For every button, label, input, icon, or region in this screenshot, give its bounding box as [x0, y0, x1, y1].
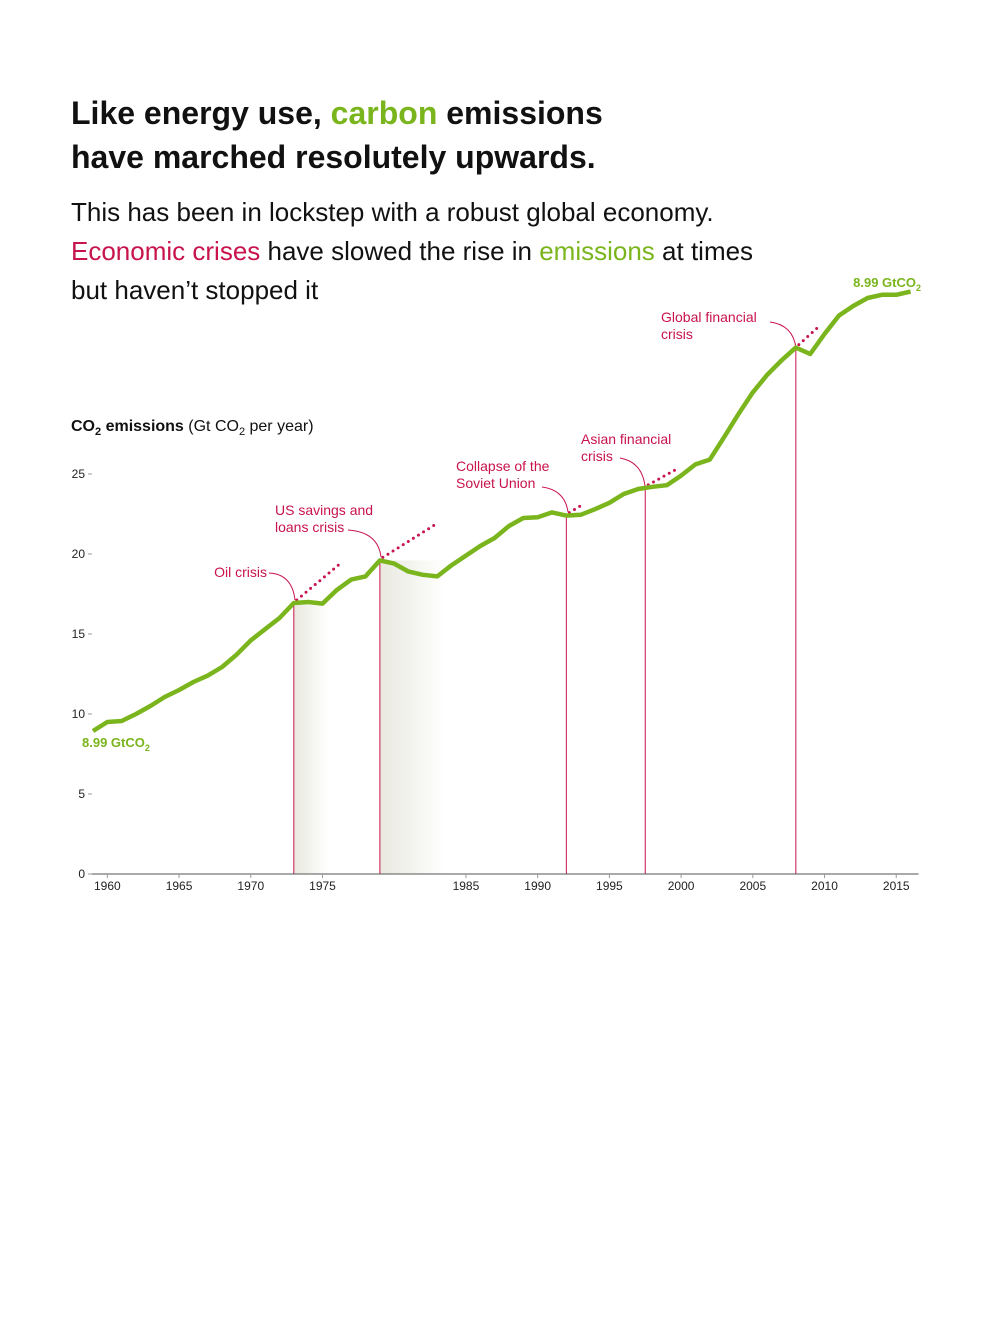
crisis-label: Collapse of the — [456, 458, 550, 474]
crisis-label: US savings and — [275, 502, 373, 518]
x-tick-label: 1960 — [94, 879, 121, 893]
y-tick-label: 0 — [78, 867, 85, 881]
y-tick-label: 5 — [78, 787, 85, 801]
x-tick-label: 2015 — [883, 879, 910, 893]
label-part: emissions — [101, 418, 184, 435]
x-tick-label: 1990 — [524, 879, 551, 893]
value-label: 8.99 GtCO2 — [82, 735, 150, 753]
crisis-shade — [293, 602, 329, 874]
subtitle-part: Economic crises — [71, 236, 260, 266]
x-tick-label: 2000 — [668, 879, 695, 893]
subtitle-part: at times — [655, 236, 753, 266]
x-tick-label: 1995 — [596, 879, 623, 893]
subtitle-line: but haven’t stopped it — [71, 275, 319, 305]
label-part: 2 — [95, 426, 101, 438]
title-part: Like energy use, — [71, 95, 331, 131]
y-tick-label: 20 — [72, 547, 86, 561]
subtitle-part: This has been in lockstep with a robust … — [71, 197, 714, 227]
label-part: 2 — [916, 283, 921, 293]
crisis-trend — [567, 502, 586, 515]
crisis-trend — [295, 562, 342, 602]
title-line: have marched resolutely upwards. — [71, 139, 596, 175]
crisis-label: crisis — [581, 448, 613, 464]
title-part: carbon — [331, 95, 438, 131]
crisis-connector — [541, 486, 569, 513]
y-tick-label: 10 — [72, 707, 86, 721]
x-tick-label: 1975 — [309, 879, 336, 893]
title-line: Like energy use, carbon emissions — [71, 95, 603, 131]
crisis-label: Asian financial — [581, 431, 671, 447]
subtitle-part: have slowed the rise in — [260, 236, 539, 266]
y-axis-label: CO2 emissions (Gt CO2 per year) — [71, 418, 314, 438]
crisis-connector — [268, 572, 296, 601]
label-part: 2 — [145, 743, 150, 753]
subtitle-line: This has been in lockstep with a robust … — [71, 197, 714, 227]
x-tick-label: 1985 — [453, 879, 480, 893]
crisis-shade — [379, 560, 445, 874]
crisis-connector — [347, 529, 382, 558]
crisis-connector — [619, 457, 646, 487]
x-tick-label: 1965 — [166, 879, 193, 893]
crisis-trend — [381, 523, 436, 559]
crisis-connector — [769, 321, 797, 349]
y-tick-label: 25 — [72, 467, 86, 481]
value-label: 8.99 GtCO2 — [853, 275, 921, 293]
label-part: per year) — [245, 418, 313, 435]
crisis-trend — [797, 324, 822, 347]
crisis-label: crisis — [661, 326, 693, 342]
subtitle-part: emissions — [539, 236, 655, 266]
crisis-trend — [646, 468, 677, 487]
x-tick-label: 2005 — [739, 879, 766, 893]
emissions-line — [91, 289, 912, 733]
subtitle-part: but haven’t stopped it — [71, 275, 319, 305]
label-part: 8.99 GtCO — [82, 735, 145, 750]
label-part: 2 — [239, 426, 245, 438]
crisis-label: Oil crisis — [214, 564, 267, 580]
y-tick-label: 15 — [72, 627, 86, 641]
subtitle-line: Economic crises have slowed the rise in … — [71, 236, 753, 266]
label-part: CO — [71, 418, 95, 435]
label-part: (Gt CO — [184, 418, 239, 435]
crisis-label: Soviet Union — [456, 475, 535, 491]
crisis-label: Global financial — [661, 309, 757, 325]
title-part: have marched resolutely upwards. — [71, 139, 596, 175]
x-tick-label: 2010 — [811, 879, 838, 893]
label-part: 8.99 GtCO — [853, 275, 916, 290]
crisis-label: loans crisis — [275, 519, 344, 535]
x-tick-label: 1970 — [237, 879, 264, 893]
title-part: emissions — [437, 95, 602, 131]
